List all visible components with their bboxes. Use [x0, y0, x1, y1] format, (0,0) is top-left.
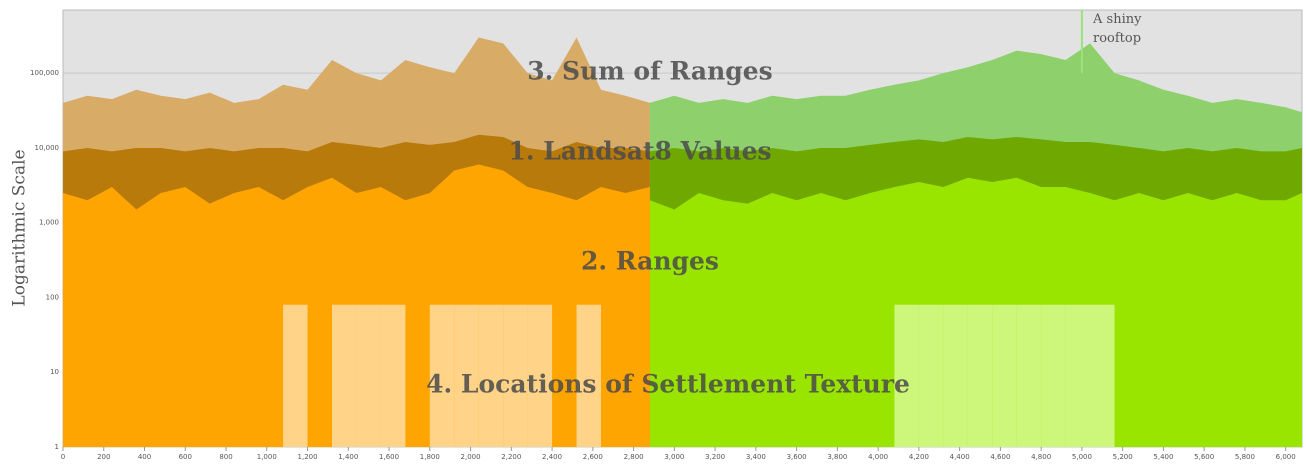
- x-tick-label: 5,000: [1072, 453, 1092, 461]
- x-tick-label: 5,800: [1235, 453, 1255, 461]
- x-tick-label: 1,800: [420, 453, 440, 461]
- x-tick-label: 4,800: [1031, 453, 1051, 461]
- x-tick-label: 3,000: [664, 453, 684, 461]
- x-tick-label: 6,000: [1276, 453, 1296, 461]
- settlement-bar: [1041, 304, 1066, 447]
- x-tick-label: 2,600: [583, 453, 603, 461]
- settlement-bar: [576, 304, 601, 447]
- x-tick-label: 2,200: [501, 453, 521, 461]
- y-tick-label: 100: [46, 293, 59, 301]
- x-tick-label: 400: [138, 453, 151, 461]
- annotation: 3. Sum of Ranges: [527, 57, 773, 86]
- y-tick-label: 1: [55, 443, 59, 451]
- x-tick-label: 1,400: [338, 453, 358, 461]
- x-tick-label: 5,400: [1153, 453, 1173, 461]
- x-tick-label: 600: [179, 453, 192, 461]
- y-tick-label: 10: [50, 368, 59, 376]
- settlement-bar: [918, 304, 944, 447]
- x-tick-label: 1,200: [298, 453, 318, 461]
- x-tick-label: 800: [219, 453, 232, 461]
- y-tick-label: 1,000: [39, 219, 59, 227]
- marker-label: A shiny rooftop: [1093, 12, 1142, 46]
- x-tick-label: 2,800: [624, 453, 644, 461]
- settlement-bar: [380, 304, 406, 447]
- x-tick-label: 4,600: [990, 453, 1010, 461]
- y-axis-label: Logarithmic Scale: [10, 149, 30, 306]
- x-tick-label: 200: [97, 453, 110, 461]
- annotation: 4. Locations of Settlement Texture: [426, 370, 910, 399]
- settlement-bar: [454, 304, 479, 447]
- settlement-bar: [992, 304, 1017, 447]
- settlement-bar: [478, 304, 504, 447]
- y-tick-label: 10,000: [35, 144, 60, 152]
- x-tick-label: 3,200: [705, 453, 725, 461]
- annotation: 2. Ranges: [581, 247, 719, 276]
- settlement-bar: [894, 304, 919, 447]
- settlement-bar: [356, 304, 381, 447]
- x-tick-label: 3,800: [827, 453, 847, 461]
- settlement-bar: [283, 304, 308, 447]
- settlement-bar: [967, 304, 993, 447]
- settlement-bar: [1065, 304, 1091, 447]
- settlement-bar: [503, 304, 528, 447]
- settlement-bar: [429, 304, 455, 447]
- settlement-bar: [1090, 304, 1115, 447]
- x-tick-label: 2,000: [461, 453, 481, 461]
- x-tick-label: 1,000: [257, 453, 277, 461]
- settlement-bar: [527, 304, 553, 447]
- x-tick-label: 4,400: [950, 453, 970, 461]
- x-tick-label: 4,200: [909, 453, 929, 461]
- x-tick-label: 2,400: [542, 453, 562, 461]
- settlement-bar: [331, 304, 357, 447]
- x-tick-label: 0: [61, 453, 65, 461]
- x-tick-label: 5,600: [1194, 453, 1214, 461]
- x-tick-label: 3,400: [746, 453, 766, 461]
- settlement-bar: [1016, 304, 1042, 447]
- y-tick-label: 100,000: [30, 69, 59, 77]
- annotation: 1. Landsat8 Values: [508, 137, 771, 166]
- x-tick-label: 5,200: [1113, 453, 1133, 461]
- x-tick-label: 1,600: [379, 453, 399, 461]
- x-tick-label: 4,000: [868, 453, 888, 461]
- settlement-bar: [943, 304, 968, 447]
- x-tick-label: 3,600: [787, 453, 807, 461]
